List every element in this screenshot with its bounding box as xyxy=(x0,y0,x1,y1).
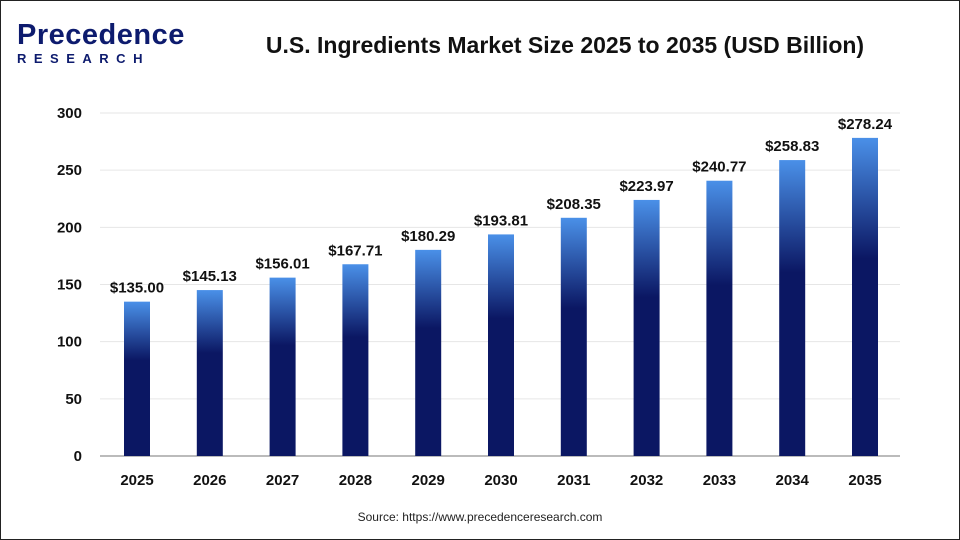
logo: Precedence RESEARCH xyxy=(17,20,185,66)
y-tick-label: 200 xyxy=(57,219,82,236)
bar-2025 xyxy=(124,301,150,456)
y-tick-label: 300 xyxy=(57,105,82,122)
data-label: $278.24 xyxy=(838,116,893,133)
data-label: $193.81 xyxy=(474,212,528,229)
data-label: $208.35 xyxy=(547,196,601,213)
chart-title: U.S. Ingredients Market Size 2025 to 203… xyxy=(265,32,865,58)
data-label: $156.01 xyxy=(255,256,309,273)
bar-2027 xyxy=(269,277,296,456)
data-label: $135.00 xyxy=(110,280,164,297)
y-tick-label: 250 xyxy=(57,162,82,179)
x-tick-label: 2033 xyxy=(703,472,736,489)
data-label: $258.83 xyxy=(765,138,819,155)
x-tick-label: 2029 xyxy=(412,472,445,489)
y-tick-label: 0 xyxy=(74,448,82,465)
x-tick-label: 2030 xyxy=(484,472,517,489)
bar-2035 xyxy=(852,137,878,456)
x-tick-label: 2031 xyxy=(557,472,590,489)
bar-2030 xyxy=(488,234,514,456)
data-label: $167.71 xyxy=(328,242,382,259)
bar-2034 xyxy=(779,160,806,456)
y-tick-label: 100 xyxy=(57,334,82,351)
source-note: Source: https://www.precedenceresearch.c… xyxy=(357,510,603,524)
x-tick-label: 2032 xyxy=(630,472,663,489)
bar-2028 xyxy=(342,264,369,456)
bar-2029 xyxy=(415,249,442,456)
x-tick-label: 2026 xyxy=(193,472,226,489)
x-tick-label: 2034 xyxy=(776,472,810,489)
bar-2026 xyxy=(196,290,223,456)
logo-text-bottom: RESEARCH xyxy=(17,51,150,66)
bar-2031 xyxy=(560,217,587,456)
data-label: $223.97 xyxy=(619,178,673,195)
x-tick-label: 2027 xyxy=(266,472,299,489)
data-label: $240.77 xyxy=(692,159,746,176)
bar-2032 xyxy=(633,199,660,457)
y-tick-label: 50 xyxy=(65,391,82,408)
y-tick-label: 150 xyxy=(57,277,82,294)
bar-2033 xyxy=(706,180,733,456)
data-label: $145.13 xyxy=(183,268,237,285)
x-tick-label: 2035 xyxy=(848,472,881,489)
logo-text-top: Precedence xyxy=(17,19,185,51)
x-tick-label: 2025 xyxy=(120,472,153,489)
data-label: $180.29 xyxy=(401,228,455,245)
x-tick-label: 2028 xyxy=(339,472,372,489)
